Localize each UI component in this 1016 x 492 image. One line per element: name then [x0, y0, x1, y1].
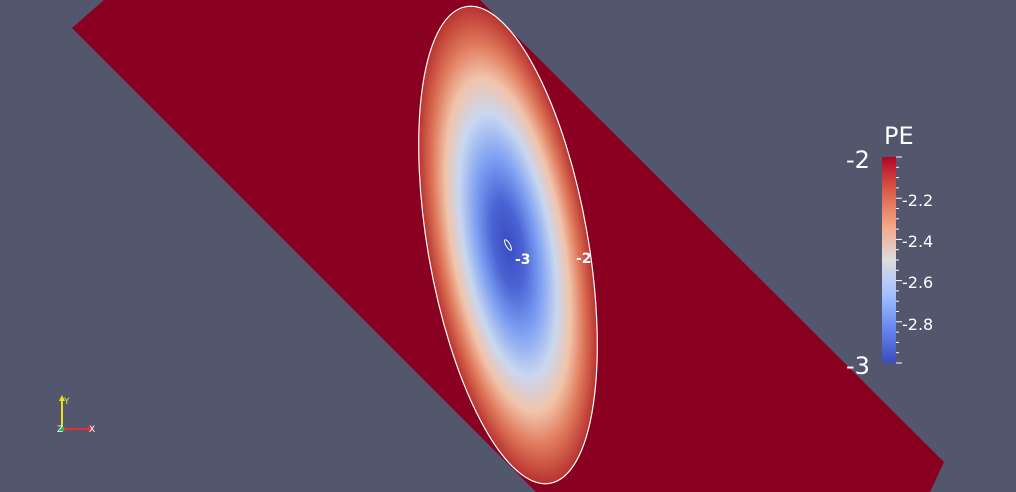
y-axis-arrow-icon: [59, 395, 65, 401]
colorbar-tick-label: -2.8: [902, 315, 933, 334]
orientation-axes: Y Z X: [57, 395, 95, 435]
colorbar-tick-label: -2.2: [902, 191, 933, 210]
color-legend: PE -2 -3 -2.2 -2.4 -2.6 -2.8: [846, 122, 933, 380]
z-axis-label: Z: [57, 425, 63, 435]
y-axis-label: Y: [63, 397, 70, 407]
colorbar-title: PE: [884, 122, 914, 150]
colorbar-max-label: -2: [846, 146, 870, 174]
inner-contour: [504, 239, 512, 251]
z-axis-dot-icon: [59, 426, 65, 432]
colorbar-tick-label: -2.4: [902, 232, 933, 251]
x-axis-arrow-icon: [88, 426, 94, 432]
potential-well: [418, 5, 598, 485]
contour-label-outer: -2: [576, 251, 592, 267]
colorbar-min-label: -3: [846, 352, 870, 380]
contour-label-inner: -3: [515, 252, 531, 268]
colorbar-tick-label: -2.6: [902, 273, 933, 292]
outer-contour: [418, 5, 598, 485]
x-axis-label: X: [89, 425, 95, 435]
colorbar-ticks: [896, 156, 902, 364]
colorbar-gradient: [882, 157, 896, 363]
